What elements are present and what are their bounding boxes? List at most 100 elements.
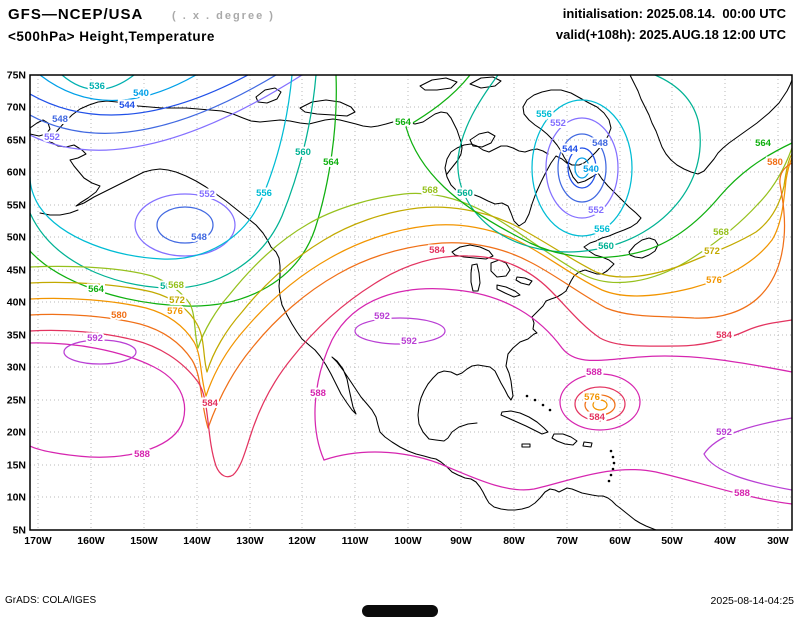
contour-line: [323, 451, 792, 505]
contour-label: 592: [401, 336, 417, 347]
contour-label: 560: [457, 188, 473, 199]
contour-label: 548: [191, 232, 207, 243]
contour-label: 588: [586, 367, 602, 378]
contour-label: 556: [594, 224, 610, 235]
coastline-greenland: [629, 75, 792, 175]
contour-label: 584: [429, 245, 446, 256]
contour-line: [30, 75, 337, 307]
lon-tick-label: 90W: [450, 535, 472, 547]
lat-tick-label: 50N: [7, 232, 26, 244]
resolution-note: ( . x . degree ): [172, 10, 275, 22]
model-title: GFS—NCEP/USA: [8, 6, 144, 23]
antilles-island-dot: [612, 461, 616, 465]
coastline-aleutians: [39, 209, 79, 216]
contour-label: 588: [734, 488, 750, 499]
contour-label: 540: [133, 88, 149, 99]
axis-tick-labels: 170W 160W 150W 140W 130W 120W 110W 100W 90W 80W 70…: [7, 70, 789, 548]
contour-line: [405, 75, 792, 259]
contour-label: 556: [536, 109, 552, 120]
bahamas-island-dot: [541, 403, 545, 407]
lat-tick-label: 40N: [7, 297, 26, 309]
lon-tick-label: 50W: [661, 535, 683, 547]
lon-tick-label: 70W: [556, 535, 578, 547]
coastline-cuba: [500, 410, 549, 435]
contour-label: 548: [52, 114, 68, 125]
contour-label: 544: [119, 100, 136, 111]
contour-label: 560: [160, 281, 176, 292]
contour-line: [30, 75, 249, 116]
contour-line: [574, 157, 590, 179]
contour-line: [30, 157, 792, 397]
antilles-island-dot: [609, 449, 613, 453]
contour-label: 576: [584, 392, 600, 403]
contour-line: [703, 417, 792, 491]
contour-label: 576: [167, 306, 183, 317]
lat-tick-label: 70N: [7, 102, 26, 114]
contour-line: [457, 75, 701, 253]
contour-line: [545, 117, 619, 219]
lat-tick-label: 75N: [7, 70, 26, 82]
lon-tick-label: 60W: [609, 535, 631, 547]
lon-tick-label: 170W: [24, 535, 52, 547]
contour-line: [592, 399, 608, 411]
contour-label: 552: [588, 205, 604, 216]
contour-line: [30, 342, 186, 458]
contour-line: [134, 193, 236, 257]
contour-label: 552: [199, 189, 215, 200]
lat-tick-label: 20N: [7, 427, 26, 439]
lon-tick-label: 80W: [503, 535, 525, 547]
contour-label: 568: [713, 227, 729, 238]
coastline-puerto-rico: [582, 441, 593, 448]
coastline-pacific-west: [48, 140, 657, 530]
contour-line: [557, 133, 607, 203]
coastline-southampton: [469, 131, 496, 148]
bottom-pill: [362, 605, 438, 617]
coastline-newfoundland: [628, 237, 659, 259]
contour-label: 576: [706, 275, 722, 286]
contour-line: [314, 288, 792, 461]
lon-tick-label: 150W: [130, 535, 158, 547]
contour-line: [30, 153, 792, 373]
coastline-chukotka: [30, 119, 51, 137]
contour-label: 592: [716, 427, 732, 438]
contour-label: 592: [374, 311, 390, 322]
lake-erie: [496, 284, 521, 298]
coastline-banks-island: [255, 87, 282, 104]
contour-line: [30, 255, 792, 478]
lon-tick-label: 40W: [714, 535, 736, 547]
contour-label: 572: [169, 295, 185, 306]
contour-label: 536: [89, 81, 105, 92]
antilles-island-dot: [611, 455, 615, 459]
contour-line: [39, 75, 197, 102]
contour-line: [30, 147, 792, 349]
lake-michigan: [470, 263, 481, 292]
coastline-jamaica: [521, 443, 531, 448]
contour-line: [30, 75, 293, 260]
coastline-arctic-mainland: [48, 100, 463, 175]
contour-label: 584: [202, 398, 219, 409]
contour-line: [354, 317, 446, 345]
antilles-island-dot: [609, 473, 613, 477]
contour-label: 564: [323, 157, 340, 168]
lat-tick-label: 30N: [7, 362, 26, 374]
contour-label: 584: [716, 330, 733, 341]
contour-label: 556: [256, 188, 272, 199]
lat-tick-label: 45N: [7, 265, 26, 277]
contour-line: [30, 162, 792, 429]
contour-line: [30, 75, 317, 289]
lat-tick-label: 60N: [7, 167, 26, 179]
contour-label: 568: [168, 280, 184, 291]
lat-tick-label: 55N: [7, 200, 26, 212]
bahamas-island-dot: [548, 408, 552, 412]
lon-tick-label: 30W: [767, 535, 789, 547]
generation-timestamp: 2025-08-14-04:25: [710, 595, 794, 607]
level-parameter-title: <500hPa> Height,Temperature: [8, 29, 215, 44]
contour-label: 568: [422, 185, 438, 196]
bahamas-island-dot: [525, 394, 529, 398]
contour-line: [30, 75, 303, 151]
contour-line: [584, 394, 616, 416]
contour-label: 584: [589, 412, 606, 423]
